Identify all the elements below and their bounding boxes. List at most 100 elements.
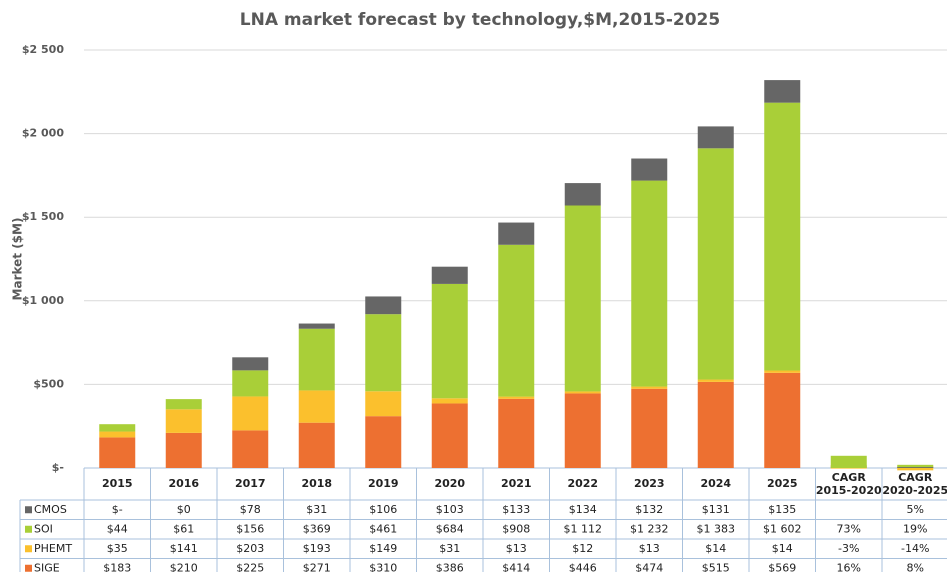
cagr-mark [897,467,934,468]
bar-segment [99,431,136,438]
cagr-header: CAGR [898,471,933,484]
bar-segment [498,396,535,399]
bar-segment [431,266,468,284]
data-label: $908 [502,522,530,535]
bar-segment [365,391,402,417]
data-label: $133 [502,503,530,516]
bar-segment [298,328,335,391]
cagr-mark [897,464,934,468]
data-label: $1 232 [630,522,669,535]
data-label: $106 [369,503,397,516]
data-label: $1 112 [564,522,603,535]
cagr-mark [830,468,867,469]
cagr-header: 2020-2025 [882,484,947,497]
x-tick-label: 2023 [634,477,665,490]
data-label: $183 [103,561,131,572]
cagr-mark [830,455,867,468]
cagr-label: 8% [907,561,924,572]
data-label: $446 [569,561,597,572]
data-label: $- [112,503,123,516]
data-label: $31 [439,542,460,555]
data-label: $141 [170,542,198,555]
data-label: $131 [702,503,730,516]
data-label: $193 [303,542,331,555]
data-label: $369 [303,522,331,535]
y-tick-label: $- [52,461,64,474]
bar-segment [365,314,402,392]
data-label: $132 [635,503,663,516]
data-label: $210 [170,561,198,572]
data-label: $149 [369,542,397,555]
bar-segment [764,370,801,373]
x-tick-label: 2015 [102,477,133,490]
bar-segment [564,205,601,392]
data-label: $44 [107,522,128,535]
bar-segment [498,244,535,397]
bar-segment [764,80,801,103]
legend-swatch [25,545,32,553]
bar-segment [165,432,202,468]
data-label: $569 [768,561,796,572]
data-label: $461 [369,522,397,535]
legend-label: SOI [34,522,53,535]
legend-label: SIGE [34,561,60,572]
data-label: $156 [236,522,264,535]
data-label: $135 [768,503,796,516]
x-tick-label: 2019 [368,477,399,490]
y-tick-label: $500 [33,377,64,390]
bar-segment [764,372,801,468]
chart-title: LNA market forecast by technology,$M,201… [240,10,720,30]
bar-segment [232,396,269,431]
data-label: $13 [506,542,527,555]
cagr-label: 19% [903,522,927,535]
bar-segment [564,391,601,394]
data-label: $203 [236,542,264,555]
x-tick-label: 2020 [434,477,465,490]
bar-segment [564,183,601,206]
data-label: $13 [639,542,660,555]
y-axis-label: Market ($M) [11,218,25,301]
cagr-label: 16% [837,561,861,572]
legend-label: PHEMT [34,542,72,555]
y-tick-label: $2 000 [22,127,64,140]
bar-segment [99,437,136,468]
bar-segment [431,283,468,399]
bar-segment [498,398,535,468]
data-label: $515 [702,561,730,572]
data-label: $35 [107,542,128,555]
bar-segment [631,158,668,181]
data-label: $474 [635,561,663,572]
bar-segment [631,386,668,389]
data-label: $1 383 [697,522,736,535]
bar-segment [764,102,801,371]
bar-segment [232,357,269,371]
data-label: $386 [436,561,464,572]
bar-segment [165,399,202,410]
bar-segment [365,296,402,315]
bar-segment [564,393,601,468]
legend-swatch [25,506,32,514]
cagr-label: 73% [837,522,861,535]
bar-segment [365,416,402,468]
data-label: $1 602 [763,522,802,535]
data-label: $12 [572,542,593,555]
data-label: $0 [177,503,191,516]
x-tick-label: 2022 [567,477,598,490]
legend-label: CMOS [34,503,67,516]
bar-segment [99,424,136,432]
cagr-header: 2015-2020 [816,484,882,497]
bar-segment [631,180,668,387]
bar-segment [498,222,535,245]
data-label: $61 [173,522,194,535]
x-tick-label: 2024 [700,477,731,490]
bar-segment [431,398,468,404]
x-tick-label: 2018 [301,477,332,490]
data-label: $14 [705,542,726,555]
legend-swatch [25,564,32,572]
y-tick-label: $1 500 [22,210,64,223]
cagr-label: 5% [907,503,924,516]
cagr-mark [897,468,934,471]
bar-segment [697,379,734,382]
bar-segment [165,409,202,433]
